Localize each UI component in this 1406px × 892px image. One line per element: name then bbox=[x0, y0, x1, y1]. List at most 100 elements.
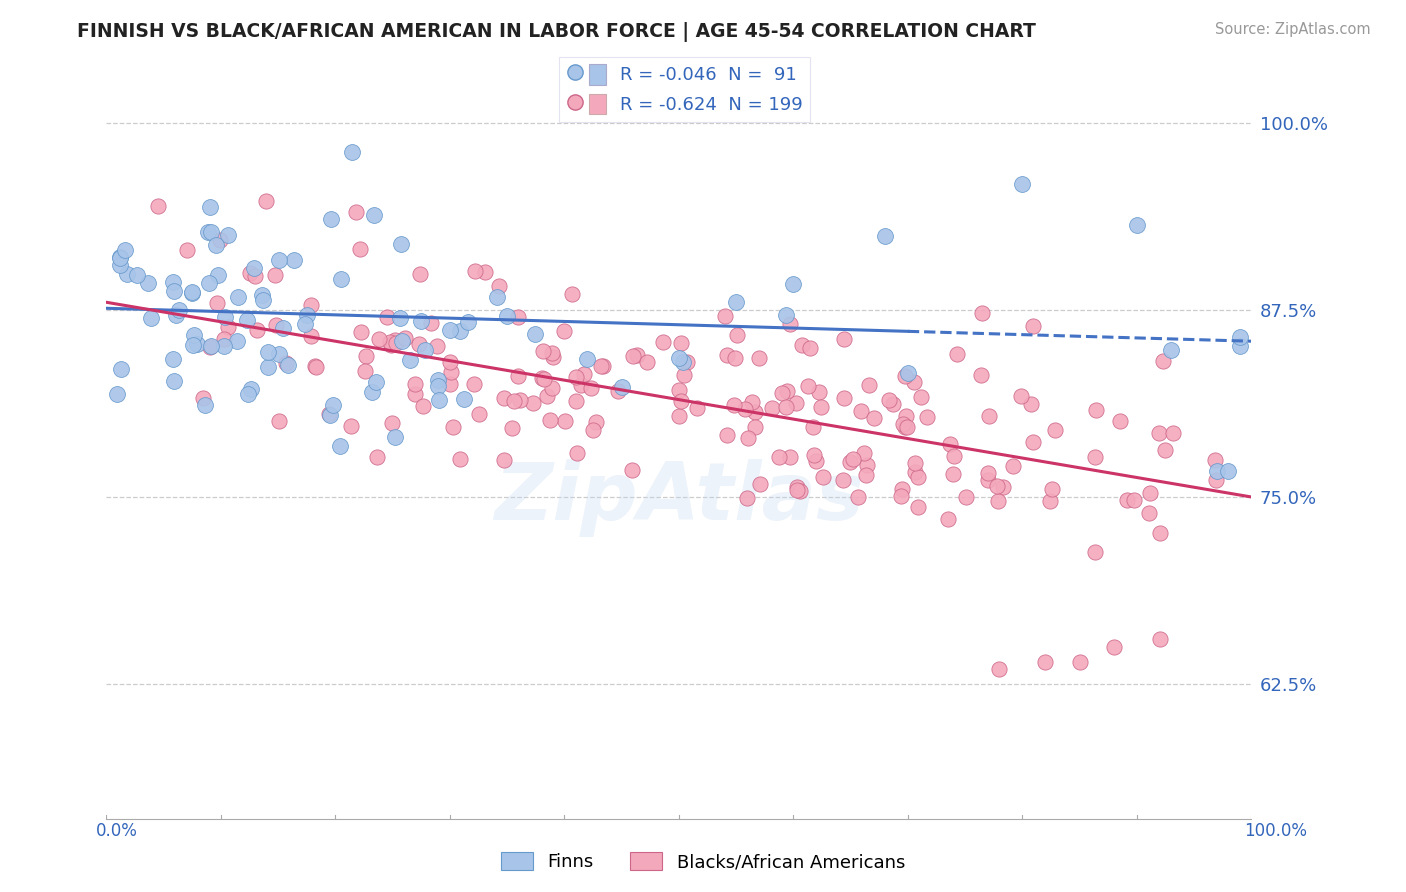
Point bbox=[269, 347, 291, 361]
Point bbox=[904, 466, 927, 480]
Point bbox=[589, 359, 612, 374]
Point bbox=[198, 276, 221, 290]
Point bbox=[384, 430, 406, 444]
Point bbox=[389, 236, 412, 251]
Point bbox=[741, 394, 763, 409]
Point bbox=[163, 285, 186, 299]
Point bbox=[197, 225, 219, 239]
Legend: R = -0.046  N =  91, R = -0.624  N = 199: R = -0.046 N = 91, R = -0.624 N = 199 bbox=[560, 56, 810, 121]
Point bbox=[319, 409, 342, 423]
Point bbox=[506, 369, 529, 384]
Point bbox=[167, 302, 190, 317]
Point bbox=[468, 407, 491, 421]
Point bbox=[748, 351, 770, 366]
Point bbox=[723, 398, 745, 412]
Point bbox=[194, 398, 217, 412]
Point bbox=[1011, 178, 1033, 192]
Point bbox=[207, 268, 229, 282]
Point bbox=[776, 384, 799, 398]
Point bbox=[252, 293, 274, 307]
Point bbox=[942, 467, 965, 481]
Point bbox=[582, 423, 605, 437]
Point bbox=[621, 462, 644, 476]
Point bbox=[388, 311, 411, 326]
Point bbox=[531, 343, 554, 358]
Point bbox=[217, 228, 239, 243]
Point bbox=[716, 428, 738, 442]
Point bbox=[295, 308, 318, 322]
Point bbox=[533, 372, 555, 386]
Point bbox=[250, 288, 273, 302]
Point bbox=[299, 298, 322, 312]
Point bbox=[200, 225, 222, 239]
Point bbox=[772, 386, 794, 401]
Point bbox=[214, 339, 236, 353]
Point bbox=[842, 452, 865, 467]
Point bbox=[592, 359, 614, 373]
Point bbox=[540, 381, 562, 395]
Point bbox=[439, 377, 461, 392]
Point bbox=[360, 385, 382, 400]
Point bbox=[561, 287, 583, 301]
Point bbox=[1204, 453, 1226, 467]
Point bbox=[716, 347, 738, 361]
Point bbox=[344, 205, 367, 219]
Point bbox=[209, 233, 232, 247]
Point bbox=[457, 315, 479, 329]
Point bbox=[294, 317, 316, 331]
Point bbox=[832, 392, 855, 406]
Point bbox=[569, 378, 592, 392]
Point bbox=[832, 332, 855, 346]
Point bbox=[363, 207, 385, 221]
Point bbox=[368, 332, 391, 346]
Point bbox=[803, 448, 825, 462]
Point bbox=[894, 420, 917, 434]
Point bbox=[453, 392, 475, 406]
Point bbox=[1152, 354, 1174, 368]
Point bbox=[808, 385, 831, 400]
Text: 100.0%: 100.0% bbox=[1244, 822, 1308, 840]
Point bbox=[329, 439, 352, 453]
Point bbox=[236, 387, 259, 401]
Point bbox=[404, 387, 426, 401]
Point bbox=[200, 200, 222, 214]
Text: 0.0%: 0.0% bbox=[96, 822, 138, 840]
Point bbox=[236, 313, 259, 327]
Point bbox=[873, 229, 896, 244]
Point bbox=[108, 252, 131, 266]
Point bbox=[669, 336, 692, 351]
Point bbox=[304, 359, 326, 373]
Point bbox=[858, 378, 880, 392]
Text: ZipAtlas: ZipAtlas bbox=[494, 459, 863, 537]
Text: Source: ZipAtlas.com: Source: ZipAtlas.com bbox=[1215, 22, 1371, 37]
Point bbox=[735, 491, 758, 506]
Point bbox=[399, 353, 422, 368]
Point bbox=[485, 290, 508, 304]
Point bbox=[893, 417, 915, 431]
Point bbox=[1149, 425, 1171, 440]
Point bbox=[977, 473, 1000, 487]
Point bbox=[380, 338, 402, 352]
Point bbox=[626, 348, 648, 362]
Point bbox=[353, 364, 375, 378]
Point bbox=[1137, 506, 1160, 520]
Point bbox=[903, 375, 925, 389]
Point bbox=[273, 321, 295, 335]
Point bbox=[1039, 494, 1062, 508]
Point bbox=[942, 449, 965, 463]
Point bbox=[786, 480, 808, 494]
Point bbox=[894, 368, 917, 383]
Point bbox=[804, 454, 827, 468]
Point bbox=[1161, 425, 1184, 440]
Point bbox=[1139, 485, 1161, 500]
Point bbox=[108, 250, 131, 264]
Point bbox=[1019, 397, 1042, 411]
Point bbox=[524, 327, 547, 342]
Point bbox=[853, 446, 876, 460]
Point bbox=[553, 324, 575, 338]
Point bbox=[506, 310, 529, 325]
Point bbox=[1102, 640, 1125, 654]
Point bbox=[1033, 655, 1056, 669]
Point bbox=[856, 458, 879, 472]
Point bbox=[200, 339, 222, 353]
